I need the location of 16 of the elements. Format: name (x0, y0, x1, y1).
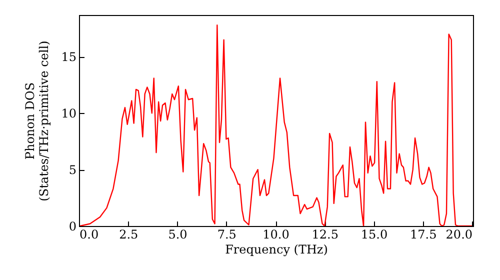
x-tick-label: 17.5 (410, 228, 437, 242)
x-tick-label: 0.0 (80, 228, 99, 242)
x-tick-label: 2.5 (119, 228, 138, 242)
y-tick-label: 5 (68, 163, 76, 178)
y-axis-title: Phonon DOS (States/THz·primitive cell) (23, 40, 52, 202)
y-tick-label: 0 (68, 220, 76, 234)
x-tick-label: 15.0 (360, 228, 388, 242)
line-series (79, 24, 473, 226)
x-tick-label: 10.0 (262, 228, 290, 242)
y-tick-label: 15 (61, 50, 76, 64)
x-tick-label: 7.5 (217, 228, 236, 242)
y-tick-label: 10 (61, 106, 76, 121)
x-tick-label: 20.0 (446, 228, 473, 242)
x-axis-title: Frequency (THz) (225, 242, 328, 256)
x-tick-label: 5.0 (168, 228, 188, 242)
x-tick-label: 12.5 (312, 228, 338, 242)
